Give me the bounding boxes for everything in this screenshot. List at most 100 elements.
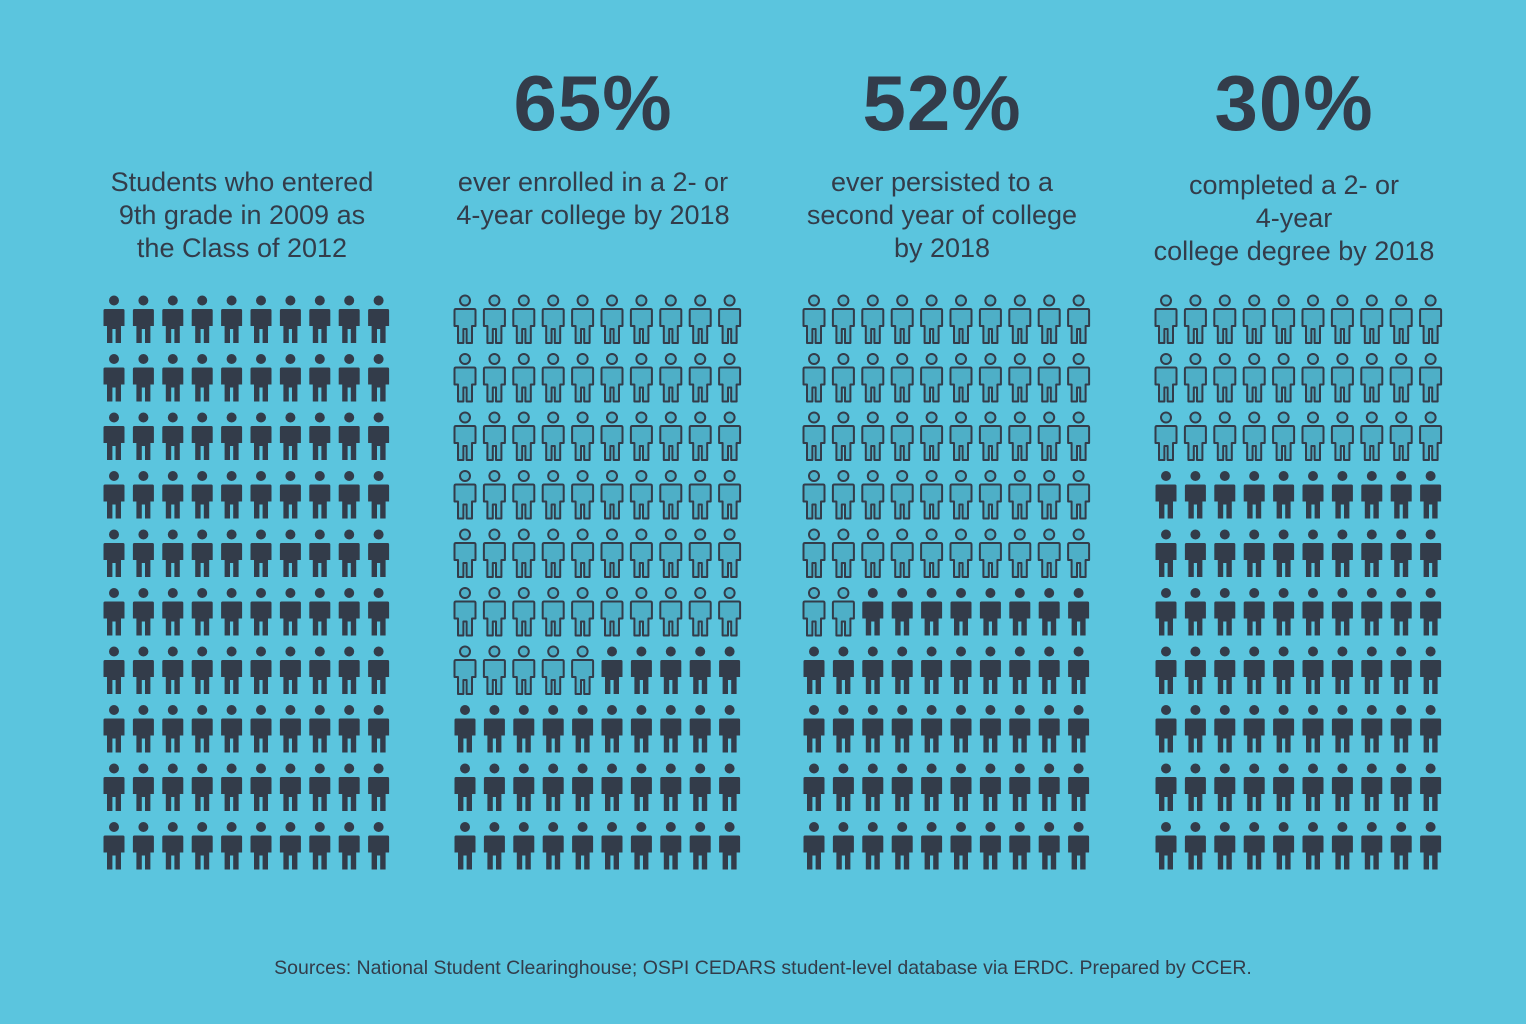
- person-icon-outline: [802, 411, 826, 461]
- person-icon: [279, 588, 301, 636]
- person-icon: [1331, 646, 1353, 694]
- person-icon-outline: [600, 294, 624, 344]
- person-icon: [689, 705, 711, 753]
- person-icon: [309, 295, 331, 343]
- person-icon: [191, 471, 213, 519]
- caption-line: college degree by 2018: [1153, 236, 1435, 266]
- person-icon-outline: [890, 294, 914, 344]
- person-icon: [601, 763, 623, 811]
- person-icon: [132, 646, 154, 694]
- person-icon-outline: [1242, 294, 1266, 344]
- person-icon: [338, 471, 360, 519]
- person-icon-outline: [659, 411, 683, 461]
- person-icon: [368, 588, 390, 636]
- person-icon-outline: [1037, 294, 1061, 344]
- person-icon: [513, 705, 535, 753]
- person-icon: [1361, 646, 1383, 694]
- person-icon: [132, 588, 154, 636]
- person-icon-outline: [920, 411, 944, 461]
- person-icon-outline: [659, 470, 683, 520]
- person-icon-outline: [659, 353, 683, 403]
- person-icon-outline: [659, 587, 683, 637]
- person-icon-outline: [1272, 294, 1296, 344]
- person-icon: [132, 471, 154, 519]
- person-icon-outline: [1301, 294, 1325, 344]
- person-icon: [368, 354, 390, 402]
- person-icon: [338, 822, 360, 870]
- person-icon-outline: [1154, 353, 1178, 403]
- pictogram-grid: [802, 293, 1102, 878]
- panel-class-of-2012: Students who entered 9th grade in 2009 a…: [67, 0, 417, 920]
- person-icon: [1331, 705, 1353, 753]
- person-icon: [1390, 822, 1412, 870]
- person-icon: [1331, 471, 1353, 519]
- person-icon: [572, 705, 594, 753]
- person-icon-outline: [1360, 411, 1384, 461]
- person-icon-outline: [890, 353, 914, 403]
- person-icon: [221, 354, 243, 402]
- person-icon: [368, 646, 390, 694]
- person-icon: [1184, 471, 1206, 519]
- person-icon: [719, 822, 741, 870]
- person-icon: [542, 705, 564, 753]
- person-icon: [832, 646, 854, 694]
- person-icon-outline: [802, 528, 826, 578]
- person-icon: [221, 705, 243, 753]
- person-icon: [338, 354, 360, 402]
- person-icon: [279, 763, 301, 811]
- person-icon-outline: [718, 470, 742, 520]
- person-icon-outline: [688, 587, 712, 637]
- person-icon: [921, 705, 943, 753]
- person-icon-outline: [890, 470, 914, 520]
- person-icon: [250, 471, 272, 519]
- panel-enrolled: 65% ever enrolled in a 2- or 4-year coll…: [418, 0, 768, 920]
- person-icon: [1243, 822, 1265, 870]
- person-icon: [803, 822, 825, 870]
- person-icon-outline: [482, 587, 506, 637]
- person-icon: [891, 763, 913, 811]
- person-icon: [162, 588, 184, 636]
- person-icon-outline: [1419, 294, 1443, 344]
- panel-caption: ever persisted to a second year of colle…: [767, 166, 1117, 265]
- person-icon: [454, 822, 476, 870]
- person-icon: [1068, 646, 1090, 694]
- person-icon: [1302, 529, 1324, 577]
- person-icon-outline: [512, 411, 536, 461]
- caption-line: second year of college: [806, 200, 1078, 230]
- person-icon-outline: [482, 353, 506, 403]
- person-icon-outline: [861, 470, 885, 520]
- pictogram-grid: [102, 293, 402, 878]
- person-icon: [132, 354, 154, 402]
- person-icon: [250, 763, 272, 811]
- pictogram-grid: [1154, 293, 1454, 878]
- person-icon: [1390, 763, 1412, 811]
- person-icon-outline: [831, 528, 855, 578]
- person-icon: [1420, 471, 1442, 519]
- person-icon: [132, 822, 154, 870]
- person-icon-outline: [512, 353, 536, 403]
- person-icon-outline: [600, 470, 624, 520]
- person-icon: [1155, 588, 1177, 636]
- person-icon: [1214, 529, 1236, 577]
- person-icon: [1273, 705, 1295, 753]
- person-icon: [279, 822, 301, 870]
- person-icon: [1361, 763, 1383, 811]
- person-icon-outline: [453, 411, 477, 461]
- person-icon-outline: [688, 353, 712, 403]
- person-icon: [454, 705, 476, 753]
- person-icon-outline: [920, 528, 944, 578]
- person-icon: [309, 763, 331, 811]
- person-icon: [1420, 588, 1442, 636]
- person-icon-outline: [629, 353, 653, 403]
- person-icon-outline: [802, 353, 826, 403]
- person-icon-outline: [482, 294, 506, 344]
- person-icon-outline: [688, 528, 712, 578]
- person-icon: [368, 763, 390, 811]
- person-icon: [368, 822, 390, 870]
- person-icon-outline: [541, 528, 565, 578]
- person-icon: [338, 588, 360, 636]
- person-icon: [191, 412, 213, 460]
- person-icon-outline: [571, 294, 595, 344]
- person-icon: [1420, 822, 1442, 870]
- person-icon: [162, 295, 184, 343]
